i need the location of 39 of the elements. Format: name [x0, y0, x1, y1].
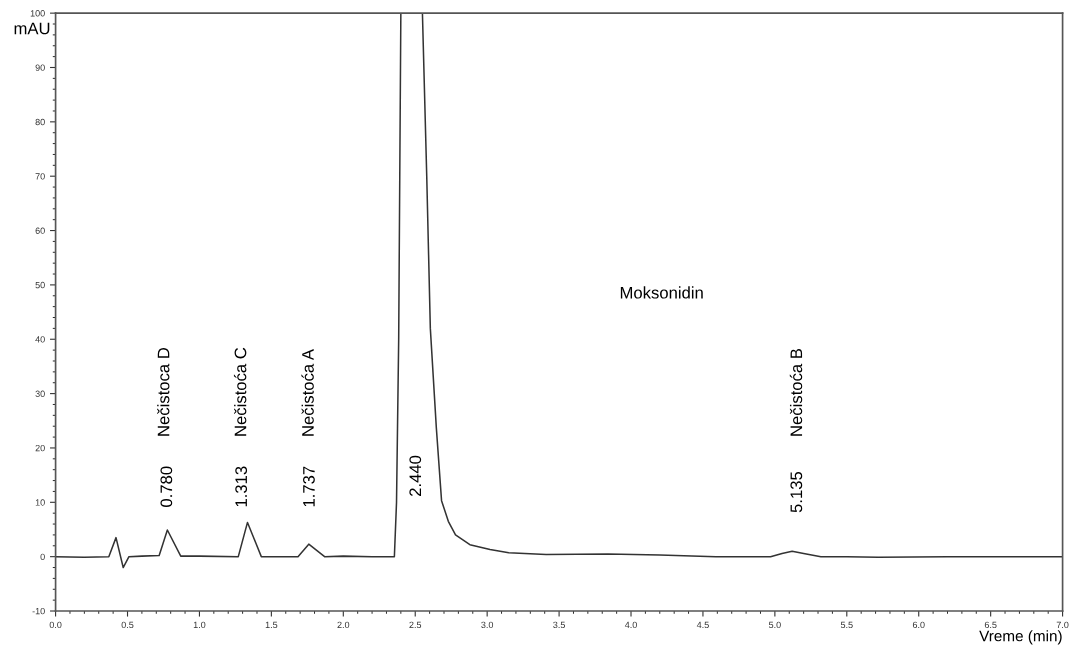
y-tick-label: 70 [35, 173, 45, 180]
x-tick-label: 5.5 [840, 621, 853, 629]
y-tick-label: 100 [30, 10, 45, 17]
y-tick-label: 0 [40, 553, 45, 561]
annotation: 1.313 [235, 466, 248, 507]
annotation: Moksonidin [620, 286, 703, 299]
annotation: 1.737 [303, 466, 315, 507]
annotation: Nečistoca D [157, 347, 170, 436]
y-tick-label: 90 [35, 64, 45, 71]
y-tick-label: 80 [35, 118, 45, 126]
x-tick-label: 0.0 [49, 621, 62, 629]
x-tick-label: 6.5 [984, 621, 997, 629]
x-tick-label: 1.5 [265, 621, 278, 629]
x-tick-label: 2.0 [337, 621, 350, 629]
x-tick-label: 7.0 [1056, 621, 1069, 629]
y-tick-label: 60 [35, 227, 45, 234]
x-tick-label: 3.0 [481, 621, 494, 629]
y-tick-label: 10 [35, 499, 45, 506]
y-tick-label: -10 [32, 607, 45, 615]
y-tick-label: 30 [35, 390, 45, 397]
annotation: Nečistoća C [233, 347, 247, 436]
y-tick-label: 50 [35, 281, 45, 289]
x-tick-label: 6.0 [912, 621, 925, 629]
x-tick-label: 4.0 [624, 621, 637, 629]
annotation: 0.780 [160, 466, 173, 507]
y-tick-label: 20 [35, 444, 45, 452]
x-axis-title: Vreme (min) [979, 630, 1062, 645]
annotation: Nečistoća A [301, 349, 314, 436]
y-tick-label: 40 [35, 336, 45, 343]
annotation: Nečistoća B [789, 348, 803, 436]
x-tick-label: 4.5 [696, 621, 709, 629]
x-tick-label: 2.5 [409, 621, 422, 629]
x-tick-label: 1.0 [193, 621, 206, 629]
x-tick-label: 3.5 [553, 621, 565, 629]
x-tick-label: 5.0 [768, 621, 781, 629]
annotation: 5.135 [790, 471, 803, 513]
x-tick-label: 0.5 [121, 621, 134, 629]
annotation: 2.440 [409, 455, 422, 496]
y-axis-title: mAU [14, 22, 50, 35]
